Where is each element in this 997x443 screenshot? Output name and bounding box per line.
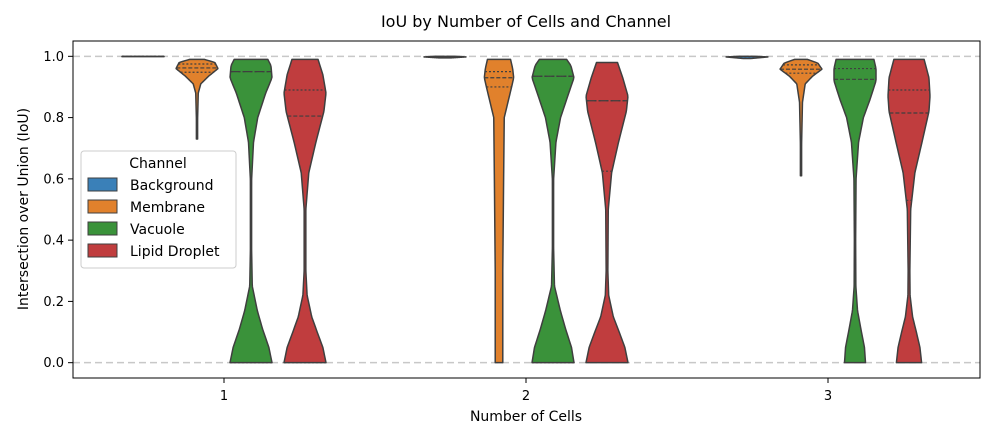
reference-lines	[73, 55, 980, 364]
legend-label: Membrane	[130, 200, 205, 216]
legend-label: Background	[130, 178, 214, 194]
legend-swatch-membrane	[87, 199, 118, 214]
y-tick-label: 0.4	[43, 234, 64, 249]
y-tick-label: 0.2	[43, 295, 64, 310]
violin-vacuole-1	[229, 58, 273, 364]
legend-frame	[80, 150, 237, 269]
violins	[121, 55, 931, 364]
y-axis-title: Intersection over Union (IoU)	[16, 108, 32, 310]
legend-items: Background Membrane Vacuole Lipid Droplet	[87, 177, 220, 260]
y-tick-label: 0.6	[43, 172, 64, 187]
legend-label: Vacuole	[130, 222, 185, 238]
violin-membrane-1	[175, 58, 219, 140]
violin-lipid-droplet-3	[887, 58, 931, 364]
violin-membrane-2	[483, 58, 515, 364]
y-tick-label: 1.0	[43, 50, 64, 65]
x-tick-label: 3	[824, 389, 832, 404]
x-tick-label: 2	[522, 389, 530, 404]
x-axis: 1 2 3	[220, 378, 832, 404]
legend-title: Channel	[129, 156, 186, 172]
x-tick-label: 1	[220, 389, 228, 404]
legend-swatch-background	[87, 177, 118, 192]
violin-vacuole-2	[531, 58, 575, 364]
chart-title: IoU by Number of Cells and Channel	[381, 12, 671, 31]
y-axis: 0.0 0.2 0.4 0.6 0.8 1.0	[43, 50, 73, 371]
y-tick-label: 0.8	[43, 111, 64, 126]
violin-vacuole-3	[833, 58, 877, 364]
violin-lipid-droplet-2	[585, 61, 629, 364]
violin-lipid-droplet-1	[283, 58, 327, 364]
x-axis-title: Number of Cells	[470, 409, 582, 425]
legend-swatch-lipid-droplet	[87, 243, 118, 258]
legend-label: Lipid Droplet	[130, 244, 220, 260]
legend: Channel Background Membrane Vacuole Lipid D…	[80, 150, 237, 269]
violin-membrane-3	[779, 58, 823, 177]
legend-swatch-vacuole	[87, 221, 118, 236]
y-tick-label: 0.0	[43, 356, 64, 371]
